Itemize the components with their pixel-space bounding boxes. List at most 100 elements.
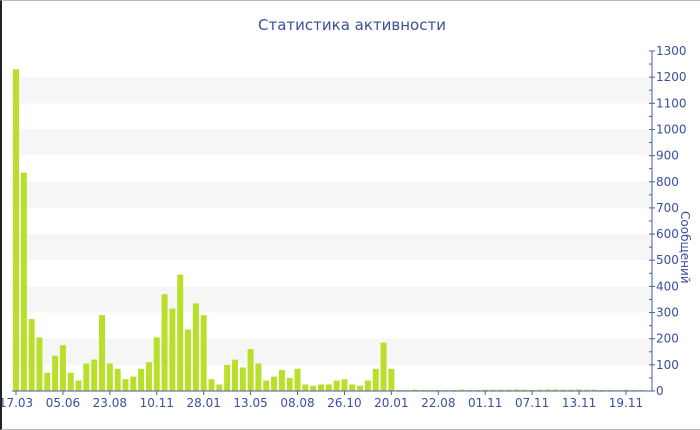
bar: [497, 389, 504, 391]
y-axis-label: Сообщений: [678, 211, 692, 284]
bar: [536, 389, 543, 391]
x-tick-label: 28.01: [187, 396, 221, 410]
x-tick-label: 17.03: [2, 396, 33, 410]
y-tick-label: 1300: [656, 44, 687, 58]
bar: [130, 376, 137, 391]
y-tick-label: 1000: [656, 122, 687, 136]
y-tick-label: 800: [656, 175, 679, 189]
bar: [106, 363, 113, 391]
x-tick-label: 13.05: [233, 396, 267, 410]
bar: [99, 315, 106, 391]
bar: [114, 368, 121, 391]
bar: [200, 315, 207, 391]
x-tick-label: 23.08: [93, 396, 127, 410]
bar: [278, 370, 285, 391]
y-tick-label: 1100: [656, 96, 687, 110]
bar: [482, 389, 489, 391]
y-tick-label: 600: [656, 227, 679, 241]
bar: [638, 389, 645, 391]
bar: [138, 368, 145, 391]
x-tick-label: 20.01: [374, 396, 408, 410]
y-tick-label: 900: [656, 149, 679, 163]
chart-title: Статистика активности: [258, 16, 446, 34]
grid-band: [12, 234, 652, 261]
bars: [13, 69, 645, 392]
bar: [271, 376, 278, 391]
bar: [411, 389, 418, 391]
bar: [568, 389, 575, 391]
bar: [364, 380, 371, 391]
x-tick-label: 08.08: [280, 396, 314, 410]
x-axis: 17.03 05.06 23.08 10.11 28.01 13.05 08.08 26.10…: [2, 390, 652, 410]
bar: [513, 389, 520, 391]
bar: [161, 294, 168, 391]
bar: [310, 385, 317, 391]
bar: [294, 368, 301, 391]
x-tick-label: 22.08: [421, 396, 455, 410]
bar: [59, 345, 66, 391]
x-tick-label: 10.11: [140, 396, 174, 410]
y-tick-label: 700: [656, 201, 679, 215]
grid-bands: [12, 77, 652, 365]
x-tick-label: 07.11: [515, 396, 549, 410]
bar: [427, 389, 434, 391]
y-tick-label: 200: [656, 332, 679, 346]
bar: [122, 379, 129, 391]
bar: [302, 384, 309, 391]
bar: [239, 367, 246, 391]
bar: [192, 303, 199, 391]
bar: [544, 389, 551, 391]
bar: [349, 384, 356, 391]
grid-band: [12, 286, 652, 313]
bar: [576, 389, 583, 391]
bar: [458, 389, 465, 391]
y-tick-label: 1200: [656, 70, 687, 84]
bar: [28, 319, 35, 391]
x-tick-label: 19.11: [609, 396, 643, 410]
bar: [521, 389, 528, 391]
x-tick-label: 13.11: [562, 396, 596, 410]
bar: [466, 389, 473, 391]
grid-band: [12, 181, 652, 208]
bar: [20, 172, 27, 391]
bar: [216, 384, 223, 391]
y-tick-label: 500: [656, 253, 679, 267]
bar: [380, 342, 387, 391]
x-tick-label: 05.06: [46, 396, 80, 410]
bar: [419, 389, 426, 391]
bar: [333, 380, 340, 391]
bar: [529, 389, 536, 391]
bar: [599, 389, 606, 391]
bar: [388, 368, 395, 391]
bar: [443, 389, 450, 391]
y-tick-label: 400: [656, 279, 679, 293]
grid-band: [12, 338, 652, 365]
bar: [583, 389, 590, 391]
bar: [145, 362, 152, 391]
y-tick-label: 0: [656, 384, 664, 398]
bar: [263, 380, 270, 391]
y-axis: 0 100 200 300 400 500 600 700 800 900 1000 1100 1200…: [649, 44, 687, 398]
bar: [552, 389, 559, 391]
bar: [607, 389, 614, 391]
bar: [286, 377, 293, 391]
bar: [224, 364, 231, 391]
bar: [13, 69, 19, 392]
bar: [67, 372, 74, 391]
bar: [622, 389, 629, 391]
bar: [341, 379, 348, 391]
bar: [91, 359, 98, 391]
bar: [505, 389, 512, 391]
bar: [450, 389, 457, 391]
bar: [52, 355, 59, 391]
grid-band: [12, 77, 652, 104]
bar: [560, 389, 567, 391]
bar: [404, 389, 410, 391]
bar: [44, 372, 51, 391]
bar: [247, 349, 254, 391]
bar: [177, 274, 184, 391]
bar: [255, 363, 262, 391]
bar: [153, 337, 160, 391]
